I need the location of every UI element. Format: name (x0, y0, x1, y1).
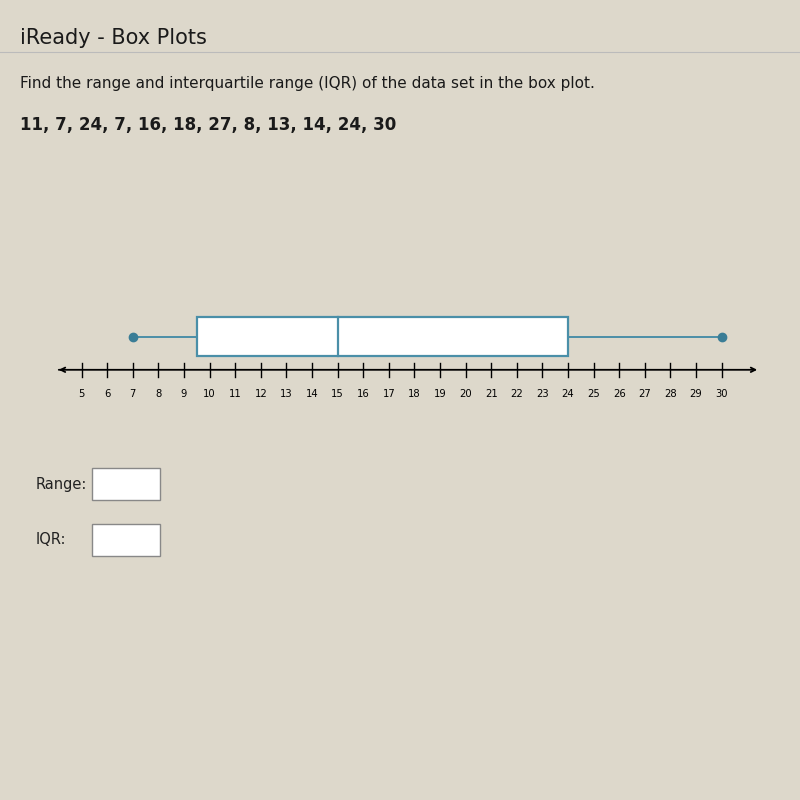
Text: 15: 15 (331, 389, 344, 399)
Text: 26: 26 (613, 389, 626, 399)
Text: Range:: Range: (36, 477, 87, 491)
Text: 12: 12 (254, 389, 267, 399)
Text: 6: 6 (104, 389, 110, 399)
Text: 20: 20 (459, 389, 472, 399)
Text: 11: 11 (229, 389, 242, 399)
Text: 16: 16 (357, 389, 370, 399)
Text: 19: 19 (434, 389, 446, 399)
Bar (92, 524, 160, 556)
Text: 10: 10 (203, 389, 216, 399)
Text: 11, 7, 24, 7, 16, 18, 27, 8, 13, 14, 24, 30: 11, 7, 24, 7, 16, 18, 27, 8, 13, 14, 24,… (20, 116, 396, 134)
Text: Find the range and interquartile range (IQR) of the data set in the box plot.: Find the range and interquartile range (… (20, 76, 595, 91)
Text: 22: 22 (510, 389, 523, 399)
Text: 25: 25 (587, 389, 600, 399)
Text: 30: 30 (715, 389, 728, 399)
Text: 14: 14 (306, 389, 318, 399)
Text: iReady - Box Plots: iReady - Box Plots (20, 28, 207, 48)
Text: 28: 28 (664, 389, 677, 399)
Text: IQR:: IQR: (36, 533, 66, 547)
Bar (197, 318, 568, 356)
Bar (92, 468, 160, 500)
Text: 18: 18 (408, 389, 421, 399)
Text: 8: 8 (155, 389, 162, 399)
Text: 5: 5 (78, 389, 85, 399)
Text: 7: 7 (130, 389, 136, 399)
Text: 17: 17 (382, 389, 395, 399)
Text: 23: 23 (536, 389, 549, 399)
Text: 27: 27 (638, 389, 651, 399)
Text: 29: 29 (690, 389, 702, 399)
Text: 13: 13 (280, 389, 293, 399)
Text: 24: 24 (562, 389, 574, 399)
Text: 9: 9 (181, 389, 187, 399)
Text: 21: 21 (485, 389, 498, 399)
